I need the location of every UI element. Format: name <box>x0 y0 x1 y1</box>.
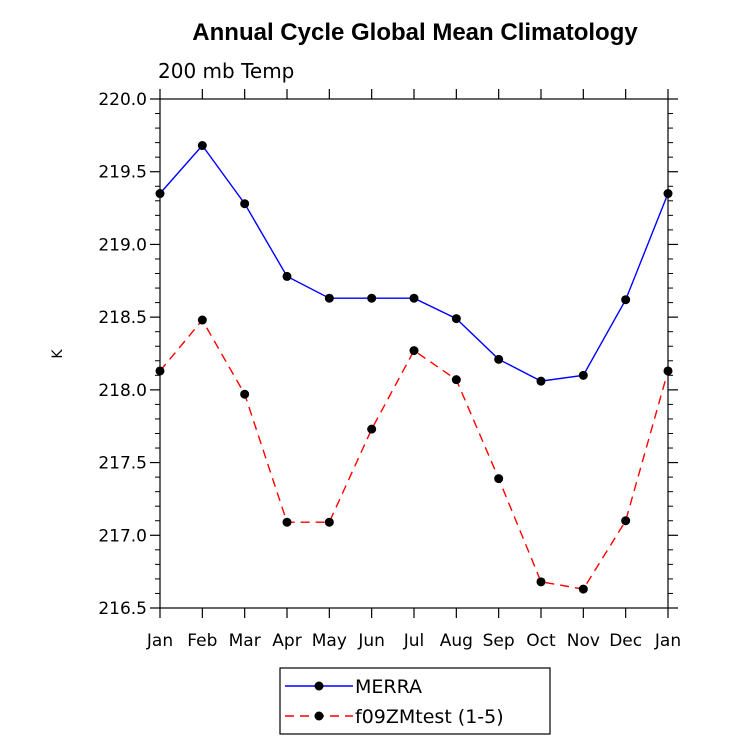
data-point <box>282 517 292 527</box>
y-tick-label: 218.5 <box>98 308 147 328</box>
legend: MERRA f09ZMtest (1-5) <box>279 667 551 735</box>
legend-box <box>279 667 551 735</box>
x-tick-label: Dec <box>609 631 642 651</box>
x-tick-label: Jul <box>403 631 425 651</box>
chart-title: Annual Cycle Global Mean Climatology <box>192 19 638 46</box>
data-point <box>409 293 419 303</box>
x-ticks: Jan Feb Mar Apr May Jun Jul Aug Sep Oct Nov Dec Jan <box>146 89 681 651</box>
data-point <box>494 354 504 364</box>
x-tick-label: Apr <box>272 631 301 651</box>
y-tick-label: 220.0 <box>98 90 147 110</box>
series-1 <box>155 141 673 386</box>
legend-label: f09ZMtest (1-5) <box>355 706 504 728</box>
legend-label: MERRA <box>355 676 422 698</box>
series-2 <box>155 315 673 594</box>
data-point <box>536 577 546 587</box>
data-point <box>367 424 377 434</box>
x-tick-label: Sep <box>483 631 515 651</box>
x-tick-label: Nov <box>567 631 600 651</box>
y-ticks: 216.5 217.0 217.5 218.0 218.5 219.0 219.5 220.0 <box>98 90 678 619</box>
x-tick-label: Oct <box>526 631 556 651</box>
data-point <box>621 295 631 305</box>
y-tick-label: 219.5 <box>98 163 147 183</box>
y-tick-label: 217.5 <box>98 454 147 474</box>
data-point <box>578 370 588 380</box>
y-tick-label: 216.5 <box>98 599 147 619</box>
data-point <box>494 474 504 484</box>
x-tick-label: Jan <box>146 631 173 651</box>
y-tick-label: 218.0 <box>98 381 147 401</box>
x-tick-label: Feb <box>187 631 217 651</box>
data-point <box>536 376 546 386</box>
legend-marker <box>314 681 324 691</box>
series-line <box>159 144 669 382</box>
data-point <box>324 293 334 303</box>
data-point <box>155 189 165 199</box>
data-point <box>197 141 207 151</box>
data-point <box>663 189 673 199</box>
data-point <box>451 314 461 324</box>
x-tick-label: Jan <box>654 631 681 651</box>
chart-subtitle: 200 mb Temp <box>158 59 294 83</box>
data-point <box>197 315 207 325</box>
data-point <box>409 346 419 356</box>
y-tick-label: 219.0 <box>98 235 147 255</box>
x-tick-label: Jun <box>357 631 385 651</box>
data-point <box>324 517 334 527</box>
x-tick-label: Mar <box>229 631 261 651</box>
data-point <box>240 199 250 209</box>
y-axis-label: K <box>50 349 66 359</box>
data-point <box>621 516 631 526</box>
data-point <box>155 366 165 376</box>
data-point <box>451 375 461 385</box>
x-tick-label: Aug <box>440 631 473 651</box>
data-point <box>663 366 673 376</box>
data-point <box>240 389 250 399</box>
data-point <box>578 584 588 594</box>
legend-marker <box>314 711 324 721</box>
series-layer <box>155 141 673 594</box>
x-tick-label: May <box>312 631 347 651</box>
data-point <box>282 271 292 281</box>
y-tick-label: 217.0 <box>98 526 147 546</box>
data-point <box>367 293 377 303</box>
